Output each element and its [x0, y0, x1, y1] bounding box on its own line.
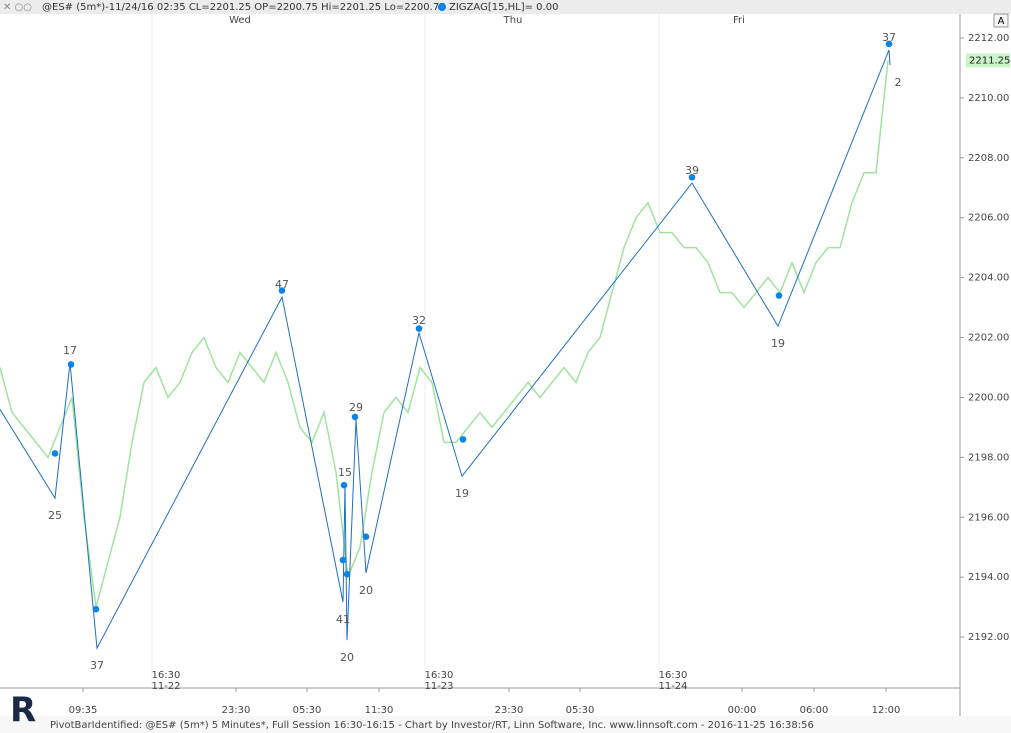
last-price-label: 2211.25 [969, 55, 1010, 66]
last-price-box [966, 53, 1010, 68]
pivot-count: 39 [685, 164, 699, 177]
pivot-marker [688, 173, 696, 181]
session-time: 16:30 [659, 670, 688, 681]
pivot-count: 29 [349, 401, 363, 414]
session-time: 16:30 [425, 670, 454, 681]
pivot-count: 17 [63, 344, 77, 357]
pivot-count: 15 [338, 466, 352, 479]
corner-button-label[interactable]: A [998, 16, 1005, 27]
y-tick-label: 2208.00 [968, 153, 1009, 164]
y-tick-label: 2198.00 [968, 452, 1009, 463]
pivot-count: 37 [882, 31, 896, 44]
pivot-count: 41 [336, 613, 350, 626]
pivot-marker [340, 481, 348, 489]
session-date: 11-23 [424, 681, 453, 692]
logo: R [10, 691, 36, 731]
y-tick-label: 2196.00 [968, 512, 1009, 523]
pivot-marker [362, 533, 370, 541]
pivot-marker [339, 556, 347, 564]
pivot-marker [885, 40, 893, 48]
x-tick-label: 12:00 [872, 705, 901, 716]
session-date: 11-22 [151, 681, 180, 692]
x-tick-label: 05:30 [566, 705, 595, 716]
pivot-marker [775, 292, 783, 299]
price-line [0, 60, 889, 608]
corner-button[interactable] [993, 13, 1009, 28]
y-tick-label: 2212.00 [968, 33, 1009, 44]
pivot-count: 19 [455, 487, 469, 500]
pivot-count: 32 [412, 314, 426, 327]
x-tick-label: 06:00 [800, 705, 829, 716]
y-tick-label: 2206.00 [968, 213, 1009, 224]
y-tick-label: 2210.00 [968, 93, 1009, 104]
x-tick-label: 00:00 [728, 705, 757, 716]
x-tick-label: 05:30 [293, 705, 322, 716]
pivot-count: 2 [895, 76, 902, 89]
footer-bar [0, 716, 1011, 733]
symbol-info: @ES# (5m*)-11/24/16 02:35 CL=2201.25 OP=… [42, 2, 446, 13]
indicator-info: ZIGZAG[15,HL]= 0.00 [449, 2, 558, 13]
session-date: 11-24 [658, 681, 687, 692]
y-tick-label: 2204.00 [968, 273, 1009, 284]
pivot-count: 20 [340, 651, 354, 664]
day-label: Fri [733, 15, 745, 26]
y-tick-label: 2202.00 [968, 333, 1009, 344]
x-tick-label: 09:35 [69, 705, 98, 716]
session-time: 16:30 [152, 670, 181, 681]
header-bar [0, 0, 1011, 14]
day-label: Thu [503, 15, 523, 26]
pivot-count: 25 [48, 509, 62, 522]
indicator-icon [438, 3, 446, 11]
zigzag-line [0, 49, 891, 650]
pivot-marker [351, 413, 359, 421]
pivot-marker [278, 287, 286, 294]
pivot-marker [415, 325, 423, 332]
x-tick-label: 11:30 [365, 705, 394, 716]
window-buttons: ✕ ○○ [3, 2, 32, 13]
pivot-count: 37 [90, 659, 104, 672]
y-tick-label: 2194.00 [968, 572, 1009, 583]
pivot-marker [459, 436, 467, 443]
day-label: Wed [229, 15, 251, 26]
pivot-marker [343, 570, 351, 578]
pivot-marker [67, 361, 75, 368]
pivot-marker [92, 605, 100, 613]
pivot-marker [51, 450, 59, 457]
pivot-count: 19 [771, 337, 785, 350]
pivot-count: 20 [359, 584, 373, 597]
pivot-count: 47 [275, 278, 289, 291]
y-tick-label: 2192.00 [968, 632, 1009, 643]
y-tick-label: 2200.00 [968, 392, 1009, 403]
footer-text: PivotBarIdentified: @ES# (5m*) 5 Minutes… [50, 720, 814, 731]
x-tick-label: 23:30 [495, 705, 524, 716]
x-tick-label: 23:30 [222, 705, 251, 716]
